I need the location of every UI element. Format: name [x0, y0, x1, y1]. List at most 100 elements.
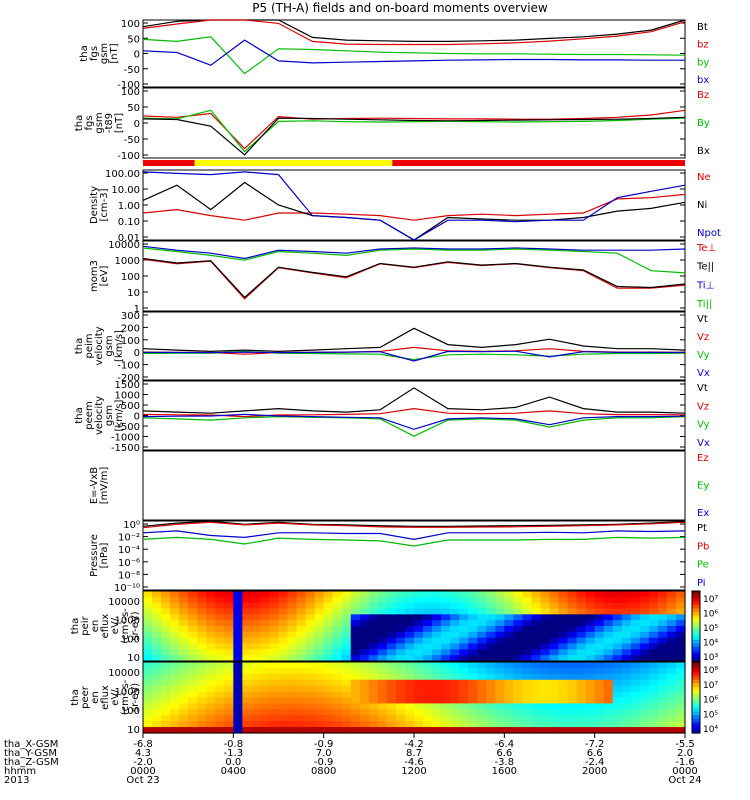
spectro-cell: [441, 655, 451, 662]
spectro-cell: [549, 608, 560, 615]
spectro-cell: [341, 655, 352, 662]
spectro-cell: [657, 673, 668, 681]
spectro-cell: [161, 620, 171, 627]
spectro-cell: [314, 673, 325, 681]
spectro-cell: [468, 727, 478, 734]
spectro-cell: [504, 727, 514, 734]
spectro-cell: [224, 655, 234, 662]
spectro-cell: [197, 715, 207, 722]
spectro-cell: [459, 591, 469, 598]
spectro-cell: [549, 620, 560, 627]
spectro-cell: [170, 703, 180, 710]
spectro-cell: [350, 614, 361, 621]
ephemeris-value: 2000: [582, 766, 607, 777]
spectro-cell: [441, 667, 451, 675]
panel-ylabel: gsm: [104, 335, 115, 356]
spectro-cell: [666, 649, 677, 656]
spectro-cell: [495, 667, 505, 675]
spectro-cell: [540, 620, 551, 627]
spectro-cell: [215, 721, 225, 728]
spectro-cell: [179, 591, 189, 598]
series-line: [142, 413, 686, 430]
spectro-cell: [260, 643, 271, 650]
spectro-cell: [323, 662, 334, 669]
spectro-cell: [630, 631, 641, 639]
spectro-cell: [549, 685, 560, 693]
spectro-cell: [675, 643, 686, 650]
spectro-cell: [215, 608, 225, 615]
spectro-cell: [305, 709, 316, 716]
spectro-cell: [612, 608, 623, 615]
spectro-ytick-label: 1000: [115, 616, 140, 627]
spectro-cell: [359, 673, 370, 681]
ephemeris-value: -4.6: [404, 757, 424, 768]
legend-label: Te⊥: [696, 243, 716, 254]
spectro-cell: [188, 637, 198, 645]
spectro-cell: [278, 715, 289, 722]
spectro-cell: [359, 626, 370, 633]
legend-label: Pb: [697, 541, 709, 552]
spectro-cell: [224, 631, 234, 639]
colorbar-cell: [692, 626, 700, 631]
legend-label: Bx: [697, 146, 710, 157]
spectro-cell: [414, 655, 424, 662]
spectro-cell: [441, 662, 451, 669]
spectro-cell: [260, 620, 271, 627]
spectro-cell: [296, 673, 307, 681]
spectro-ytick-label: 10000: [108, 597, 140, 608]
spectro-cell: [332, 655, 343, 662]
spectro-cell: [666, 643, 677, 650]
spectro-cell: [558, 685, 569, 693]
spectro-cell: [278, 620, 289, 627]
spectro-cell: [332, 721, 343, 728]
spectro-cell: [260, 703, 271, 710]
spectro-cell: [540, 602, 551, 610]
panel-ylabel: Pressure: [89, 534, 100, 577]
ephemeris-value: 0000: [130, 766, 155, 777]
spectro-cell: [459, 596, 469, 604]
spectro-cell: [459, 685, 469, 693]
spectro-cell: [459, 727, 469, 734]
spectro-cell: [558, 673, 569, 681]
spectro-cell: [675, 679, 686, 687]
spectro-cell: [468, 685, 478, 693]
colorbar-cell: [692, 622, 700, 627]
spectro-cell: [432, 637, 442, 645]
spectro-cell: [477, 637, 487, 645]
spectro-cell: [377, 697, 388, 705]
spectro-cell: [666, 685, 677, 693]
spectro-cell: [666, 727, 677, 734]
spectro-cell: [585, 637, 596, 645]
spectro-cell: [332, 679, 343, 687]
colorbar-cell: [692, 601, 700, 606]
ephemeris-value: -0.9: [314, 739, 334, 750]
spectro-cell: [576, 649, 587, 656]
spectro-cell: [558, 631, 569, 639]
legend-label: bx: [697, 75, 709, 86]
spectro-cell: [224, 602, 234, 610]
y-tick-label: 10: [127, 288, 140, 299]
spectro-cell: [215, 649, 225, 656]
spectro-cell: [260, 602, 271, 610]
y-tick-label: 1000: [115, 256, 140, 267]
spectro-cell: [251, 643, 262, 650]
spectro-cell: [513, 608, 523, 615]
spectro-cell: [287, 691, 298, 699]
spectro-cell: [224, 697, 234, 705]
spectro-cell: [386, 626, 397, 633]
spectro-cell: [260, 679, 271, 687]
spectro-cell: [657, 602, 668, 610]
spectro-cell: [278, 637, 289, 645]
spectro-cell: [233, 649, 243, 656]
spectro-cell: [441, 591, 451, 598]
spectro-cell: [621, 697, 632, 705]
spectro-cell: [504, 626, 514, 633]
spectro-cell: [567, 626, 578, 633]
spectro-cell: [675, 662, 686, 669]
region-segment: [143, 160, 195, 166]
spectro-cell: [576, 703, 587, 710]
spectro-cell: [206, 679, 216, 687]
spectro-cell: [666, 721, 677, 728]
spectro-cell: [558, 667, 569, 675]
spectro-cell: [630, 721, 641, 728]
